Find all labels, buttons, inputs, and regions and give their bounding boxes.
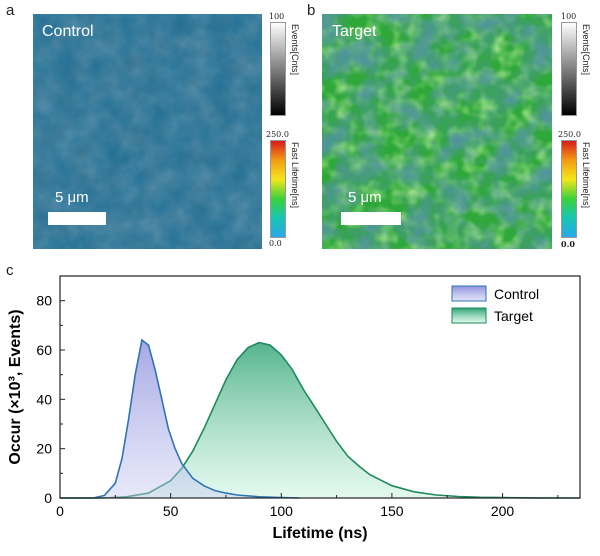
lifetime-colorbar-b — [561, 140, 577, 238]
x-tick-label: 0 — [56, 503, 64, 519]
events-bar-max-a: 100 — [269, 12, 285, 21]
legend-label-control: Control — [494, 286, 539, 302]
y-tick-label: 0 — [44, 490, 52, 506]
events-bar-title-a: Events[Cnts] — [290, 24, 300, 76]
events-colorbar-a — [270, 22, 286, 116]
lifetime-bar-min-a: 0.0 — [269, 239, 282, 248]
panel-letter-c: c — [6, 262, 14, 279]
y-tick-label: 80 — [36, 293, 52, 309]
x-tick-label: 200 — [491, 503, 515, 519]
control-image-texture — [33, 14, 262, 249]
legend-swatch-control — [451, 285, 487, 302]
legend-swatch-target — [451, 307, 487, 324]
events-bar-max-b: 100 — [561, 12, 577, 21]
lifetime-histogram-chart: 0 50 100 150 200 0 20 40 60 80 Lifetime (ns) Occu… — [7, 275, 581, 542]
lifetime-colorbar-a — [270, 140, 286, 238]
lifetime-bar-title-b: Fast Lifetime[ns] — [581, 142, 591, 209]
y-tick-label: 60 — [36, 342, 52, 358]
y-tick-label: 20 — [36, 441, 52, 457]
lifetime-bar-max-b: 250.0 — [558, 130, 581, 139]
control-label: Control — [42, 23, 94, 40]
target-area — [60, 342, 580, 498]
events-bar-title-b: Events[Cnts] — [581, 24, 591, 76]
panel-letter-a: a — [6, 2, 15, 19]
lifetime-bar-title-a: Fast Lifetime[ns] — [290, 142, 300, 209]
legend: Control Target — [451, 285, 539, 324]
x-tick-label: 100 — [270, 503, 294, 519]
control-line — [60, 338, 300, 499]
lifetime-bar-max-a: 250.0 — [266, 130, 289, 139]
lifetime-bar-min-b: 0.0 — [561, 239, 575, 249]
legend-label-target: Target — [494, 308, 533, 324]
y-axis-label: Occur (×10³, Events) — [7, 309, 24, 464]
events-colorbar-b — [561, 22, 577, 116]
x-tick-label: 50 — [163, 503, 179, 519]
y-tick-label: 40 — [36, 391, 52, 407]
x-tick-label: 150 — [380, 503, 404, 519]
panel-letter-b: b — [307, 2, 316, 19]
scale-bar-text-b: 5 μm — [348, 189, 382, 206]
target-image-texture — [322, 14, 552, 249]
scale-bar-text-a: 5 μm — [55, 189, 89, 206]
scale-bar-a — [48, 212, 106, 225]
target-image: Target 5 μm — [322, 14, 552, 249]
control-image: Control 5 μm — [33, 14, 262, 249]
plot-frame — [59, 275, 581, 499]
control-area — [60, 340, 299, 498]
target-label: Target — [332, 23, 377, 40]
scale-bar-b — [341, 212, 401, 225]
x-axis-label: Lifetime (ns) — [272, 525, 367, 542]
